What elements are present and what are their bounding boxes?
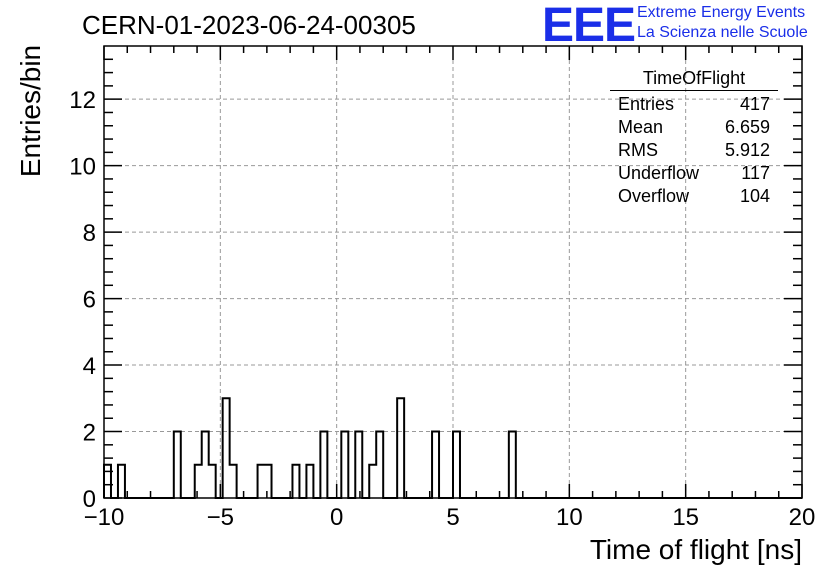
x-tick-label: 5 (446, 504, 459, 531)
stats-row-underflow: Underflow 117 (610, 162, 778, 185)
x-axis-label: Time of flight [ns] (589, 534, 802, 565)
stats-label: Overflow (618, 186, 690, 206)
grid-lines (104, 46, 802, 498)
y-tick-label: 8 (83, 220, 96, 247)
y-tick-label: 10 (69, 154, 96, 181)
stats-title: TimeOfFlight (610, 68, 778, 91)
y-tick-label: 4 (83, 353, 96, 380)
logo-line-1: Extreme Energy Events (637, 4, 806, 21)
stats-value: 417 (739, 94, 770, 114)
stats-value: 5.912 (724, 140, 770, 160)
stats-row-rms: RMS 5.912 (610, 139, 778, 162)
axis-tick-labels: −10 −5 0 5 10 15 20 0 2 4 6 8 10 12 (69, 87, 815, 531)
y-tick-label: 0 (83, 486, 96, 513)
x-tick-label: −10 (84, 504, 125, 531)
chart-title: CERN-01-2023-06-24-00305 (82, 10, 416, 40)
y-axis-label: Entries/bin (15, 44, 46, 178)
stats-label: Underflow (618, 163, 700, 183)
y-tick-label: 2 (83, 420, 96, 447)
logo-caption: Extreme Energy Events La Scienza nelle S… (637, 3, 808, 43)
x-tick-label: 20 (789, 504, 816, 531)
x-tick-label: 15 (672, 504, 699, 531)
x-tick-label: 0 (330, 504, 343, 531)
stats-box: TimeOfFlight Entries 417 Mean 6.659 RMS 5.9… (610, 68, 778, 208)
y-tick-label: 6 (83, 287, 96, 314)
stats-value: 104 (739, 186, 770, 206)
stats-value: 6.659 (724, 117, 770, 137)
x-tick-label: 10 (556, 504, 583, 531)
stats-label: RMS (618, 140, 658, 160)
eee-logo: EEE (542, 0, 636, 52)
stats-label: Entries (618, 94, 675, 114)
stats-row-overflow: Overflow 104 (610, 185, 778, 208)
y-tick-label: 12 (69, 87, 96, 114)
stats-value: 117 (741, 163, 770, 183)
x-tick-label: −5 (207, 504, 234, 531)
logo-line-2: La Scienza nelle Scuole (637, 24, 808, 41)
stats-label: Mean (618, 117, 664, 137)
stats-row-mean: Mean 6.659 (610, 116, 778, 139)
stats-row-entries: Entries 417 (610, 93, 778, 116)
axis-ticks (103, 46, 803, 499)
